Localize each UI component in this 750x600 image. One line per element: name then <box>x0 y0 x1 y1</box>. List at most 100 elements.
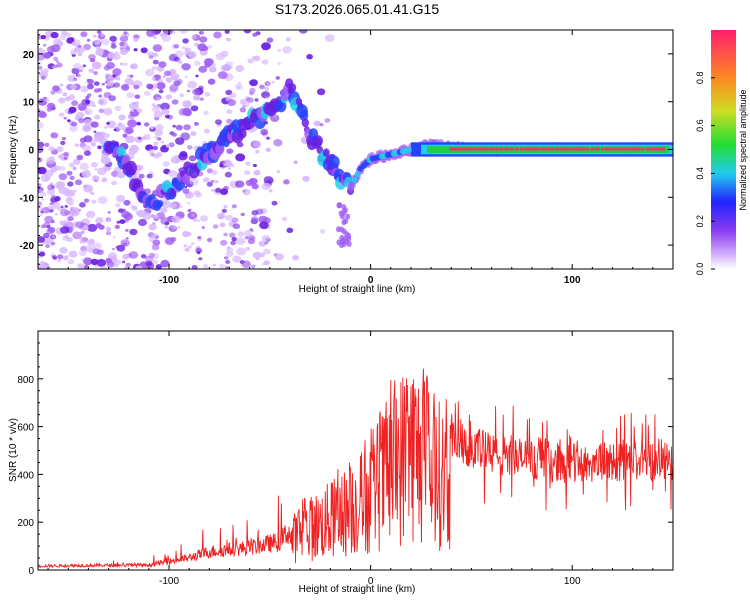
noise-blob <box>118 114 126 121</box>
noise-blob <box>194 122 199 126</box>
ridge-blob <box>341 219 347 226</box>
noise-blob <box>46 225 51 229</box>
noise-blob <box>256 257 260 261</box>
noise-blob <box>129 102 139 111</box>
noise-blob <box>74 143 79 147</box>
noise-blob <box>225 214 233 221</box>
noise-blob <box>71 121 78 127</box>
noise-blob <box>38 141 45 148</box>
noise-blob <box>66 37 75 44</box>
band-core <box>564 147 571 151</box>
page-title: S173.2026.065.01.41.G15 <box>275 1 439 17</box>
noise-blob <box>108 252 117 260</box>
noise-blob <box>302 175 310 182</box>
noise-blob <box>282 46 292 54</box>
noise-blob <box>98 108 105 114</box>
noise-blob <box>251 183 259 190</box>
noise-blob <box>319 123 324 127</box>
noise-blob <box>131 83 135 86</box>
y-tick-label: 200 <box>17 518 34 529</box>
noise-blob <box>75 221 85 229</box>
noise-blob <box>242 188 251 196</box>
noise-blob <box>58 165 66 171</box>
y-tick-label: -20 <box>20 241 35 252</box>
noise-blob <box>106 61 115 70</box>
noise-blob <box>44 97 50 103</box>
noise-blob <box>56 146 64 152</box>
noise-blob <box>151 66 158 71</box>
noise-blob <box>263 176 274 184</box>
snr-ylabel: SNR (10 * v/v) <box>8 418 19 482</box>
noise-blob <box>223 204 228 209</box>
noise-blob <box>183 244 188 248</box>
noise-blob <box>226 246 231 250</box>
noise-blob <box>179 168 183 171</box>
noise-blob <box>123 199 131 206</box>
x-tick-label: 100 <box>564 576 581 587</box>
noise-blob <box>182 38 189 44</box>
noise-blob <box>211 189 215 192</box>
noise-blob <box>263 260 270 266</box>
noise-blob <box>76 154 84 161</box>
noise-blob <box>235 65 244 72</box>
noise-blob <box>91 142 96 147</box>
ridge-blob <box>215 143 225 155</box>
noise-blob <box>140 254 147 259</box>
noise-blob <box>97 145 102 150</box>
noise-blob <box>109 35 117 42</box>
noise-blob <box>260 128 269 136</box>
band-core <box>514 147 519 151</box>
colorbar-tick-label: 0.4 <box>695 167 705 180</box>
noise-blob <box>153 141 159 146</box>
noise-blob <box>57 258 62 263</box>
ridge-blob <box>341 228 347 235</box>
noise-blob <box>62 219 72 227</box>
noise-blob <box>64 255 69 258</box>
noise-blob <box>66 170 73 176</box>
noise-blob <box>263 248 271 255</box>
noise-blob <box>264 241 269 245</box>
noise-blob <box>88 68 95 73</box>
y-tick-label: 600 <box>17 423 34 434</box>
noise-blob <box>58 112 65 117</box>
noise-blob <box>171 99 179 105</box>
noise-blob <box>119 62 124 66</box>
noise-blob <box>191 264 198 269</box>
noise-blob <box>93 88 100 93</box>
noise-blob <box>69 175 75 180</box>
noise-blob <box>100 265 107 269</box>
noise-blob <box>106 80 115 87</box>
noise-blob <box>105 226 112 232</box>
noise-blob <box>63 116 67 120</box>
noise-blob <box>114 76 121 81</box>
noise-blob <box>68 216 74 221</box>
band-core <box>634 147 642 151</box>
noise-blob <box>151 244 160 251</box>
colorbar-gradient <box>711 30 736 269</box>
noise-blob <box>155 124 164 131</box>
noise-blob <box>207 78 216 85</box>
noise-blob <box>125 262 131 268</box>
noise-blob <box>181 63 191 71</box>
noise-blob <box>174 137 185 145</box>
noise-blob <box>82 144 92 152</box>
noise-blob <box>229 232 236 238</box>
ridge-blob <box>346 232 352 239</box>
noise-blob <box>81 258 85 261</box>
noise-blob <box>212 263 216 267</box>
noise-blob <box>144 122 150 127</box>
noise-blob <box>38 236 46 243</box>
noise-blob <box>86 83 94 90</box>
noise-blob <box>93 242 102 250</box>
noise-blob <box>46 156 56 165</box>
noise-blob <box>160 207 168 214</box>
noise-blob <box>114 264 119 268</box>
noise-blob <box>39 189 44 194</box>
noise-blob <box>258 215 268 224</box>
noise-blob <box>153 110 163 118</box>
noise-blob <box>154 135 159 139</box>
noise-blob <box>129 228 138 236</box>
noise-blob <box>105 257 112 263</box>
noise-blob <box>49 166 58 173</box>
noise-blob <box>38 121 44 129</box>
